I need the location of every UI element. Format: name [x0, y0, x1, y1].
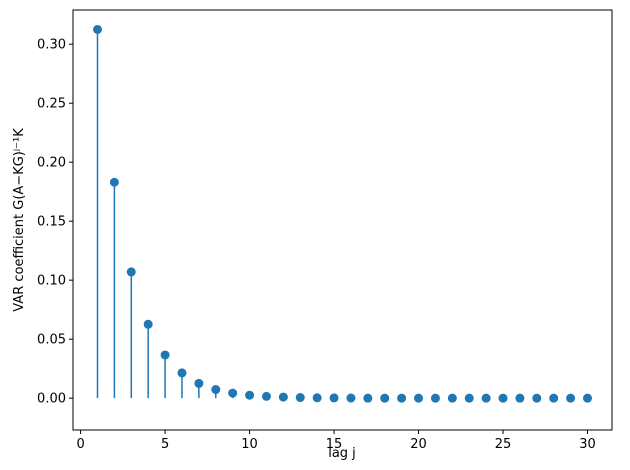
marker [583, 393, 592, 403]
marker [498, 393, 508, 403]
marker [549, 393, 559, 403]
marker [447, 393, 457, 403]
marker [93, 24, 102, 34]
marker [278, 392, 288, 402]
marker [380, 393, 390, 403]
marker [566, 393, 576, 403]
marker [143, 319, 153, 329]
marker [126, 267, 136, 277]
marker [295, 393, 305, 403]
x-axis-label: lag j [328, 446, 356, 461]
marker [430, 393, 440, 403]
marker [397, 393, 407, 403]
y-tick-label: 0.20 [37, 156, 66, 171]
marker [160, 350, 170, 360]
x-tick-label: 0 [76, 437, 84, 452]
marker [109, 177, 119, 187]
marker [329, 393, 339, 403]
marker [532, 393, 542, 403]
marker [363, 393, 373, 403]
marker [194, 378, 204, 388]
marker [464, 393, 474, 403]
y-axis-label: VAR coefficient G(A−KG)ʲ⁻¹K [12, 128, 27, 312]
x-tick-label: 30 [579, 437, 596, 452]
x-tick-label: 20 [410, 437, 427, 452]
y-tick-label: 0.25 [37, 97, 66, 112]
x-tick-label: 25 [495, 437, 512, 452]
y-tick-label: 0.10 [37, 274, 66, 289]
marker [245, 390, 255, 400]
marker [515, 393, 525, 403]
marker [346, 393, 356, 403]
marker [177, 368, 187, 378]
marker [414, 393, 424, 403]
marker [228, 388, 238, 398]
x-tick-label: 5 [161, 437, 169, 452]
marker [312, 393, 322, 403]
marker [261, 391, 271, 401]
marker [481, 393, 491, 403]
y-tick-label: 0.15 [37, 215, 66, 230]
y-tick-label: 0.30 [37, 38, 66, 53]
marker [211, 385, 221, 395]
y-tick-label: 0.05 [37, 333, 66, 348]
plot-frame [72, 9, 613, 431]
y-tick-label: 0.00 [37, 392, 66, 407]
x-tick-label: 15 [326, 437, 343, 452]
x-tick-label: 10 [241, 437, 258, 452]
